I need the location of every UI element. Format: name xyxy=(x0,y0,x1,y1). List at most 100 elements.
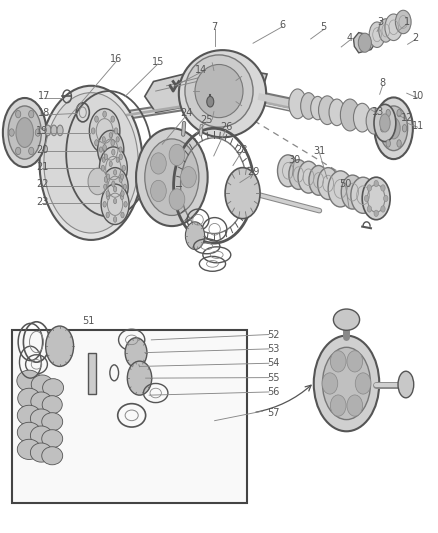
Ellipse shape xyxy=(119,176,123,182)
Ellipse shape xyxy=(120,194,124,199)
Ellipse shape xyxy=(15,147,21,155)
Ellipse shape xyxy=(42,395,62,414)
Text: 1: 1 xyxy=(404,17,410,27)
Ellipse shape xyxy=(103,201,106,207)
Text: 10: 10 xyxy=(412,91,424,101)
Ellipse shape xyxy=(99,147,102,152)
Ellipse shape xyxy=(112,149,115,155)
Ellipse shape xyxy=(30,409,52,428)
Text: 54: 54 xyxy=(267,358,280,368)
Ellipse shape xyxy=(88,168,107,195)
Ellipse shape xyxy=(195,64,243,118)
Ellipse shape xyxy=(113,187,117,192)
Ellipse shape xyxy=(106,212,110,218)
Ellipse shape xyxy=(104,176,108,182)
Ellipse shape xyxy=(353,103,371,132)
Ellipse shape xyxy=(380,114,390,132)
Ellipse shape xyxy=(328,171,353,207)
Ellipse shape xyxy=(51,125,57,136)
Ellipse shape xyxy=(17,405,41,425)
Ellipse shape xyxy=(46,326,74,367)
Ellipse shape xyxy=(111,116,115,122)
Ellipse shape xyxy=(124,201,127,207)
Ellipse shape xyxy=(106,191,110,197)
Ellipse shape xyxy=(330,395,346,416)
Text: 7: 7 xyxy=(212,22,218,33)
Ellipse shape xyxy=(380,106,408,151)
Text: 25: 25 xyxy=(201,115,213,125)
Ellipse shape xyxy=(289,89,306,119)
Ellipse shape xyxy=(95,116,99,122)
Ellipse shape xyxy=(300,93,316,119)
Ellipse shape xyxy=(397,140,401,147)
Text: 14: 14 xyxy=(195,65,208,75)
Text: 56: 56 xyxy=(267,387,280,397)
Ellipse shape xyxy=(44,93,138,233)
Text: 24: 24 xyxy=(180,108,192,118)
Ellipse shape xyxy=(309,165,328,195)
Ellipse shape xyxy=(322,348,371,419)
Ellipse shape xyxy=(367,185,371,191)
Text: 3: 3 xyxy=(378,17,384,27)
Ellipse shape xyxy=(95,140,99,146)
Ellipse shape xyxy=(114,128,118,134)
Ellipse shape xyxy=(385,14,403,41)
Ellipse shape xyxy=(386,109,390,117)
Ellipse shape xyxy=(179,50,266,138)
Text: 57: 57 xyxy=(267,408,280,418)
Ellipse shape xyxy=(121,212,124,218)
Text: 8: 8 xyxy=(380,78,386,88)
Ellipse shape xyxy=(369,22,385,47)
Ellipse shape xyxy=(289,160,308,189)
Text: 2: 2 xyxy=(412,33,419,43)
Ellipse shape xyxy=(384,195,388,201)
Ellipse shape xyxy=(396,10,411,34)
Ellipse shape xyxy=(109,133,112,138)
Ellipse shape xyxy=(3,98,46,167)
Ellipse shape xyxy=(374,98,413,159)
Text: 29: 29 xyxy=(247,167,259,177)
Ellipse shape xyxy=(109,161,112,167)
Text: 31: 31 xyxy=(313,146,325,156)
Ellipse shape xyxy=(45,125,51,136)
Ellipse shape xyxy=(318,167,339,199)
Ellipse shape xyxy=(119,147,122,152)
Ellipse shape xyxy=(15,110,21,118)
Ellipse shape xyxy=(298,161,319,193)
Ellipse shape xyxy=(381,125,385,132)
Bar xyxy=(12,330,247,503)
Ellipse shape xyxy=(314,336,379,431)
Ellipse shape xyxy=(381,185,385,191)
Ellipse shape xyxy=(98,131,124,168)
Text: 50: 50 xyxy=(339,179,352,189)
Ellipse shape xyxy=(207,96,214,107)
Ellipse shape xyxy=(311,96,325,120)
Ellipse shape xyxy=(169,189,185,210)
Text: 19: 19 xyxy=(36,126,48,136)
Ellipse shape xyxy=(99,147,127,189)
Ellipse shape xyxy=(347,351,363,372)
Ellipse shape xyxy=(35,129,40,136)
Text: 55: 55 xyxy=(267,373,280,383)
Text: 51: 51 xyxy=(82,316,94,326)
Bar xyxy=(88,353,96,394)
Ellipse shape xyxy=(17,439,41,459)
Ellipse shape xyxy=(104,154,108,160)
Ellipse shape xyxy=(106,194,110,199)
Ellipse shape xyxy=(397,109,401,117)
Ellipse shape xyxy=(42,430,63,448)
Ellipse shape xyxy=(145,139,199,215)
Ellipse shape xyxy=(355,373,371,394)
Ellipse shape xyxy=(151,153,166,174)
Ellipse shape xyxy=(379,19,393,42)
Ellipse shape xyxy=(122,165,126,171)
Polygon shape xyxy=(353,33,375,53)
Ellipse shape xyxy=(42,378,64,397)
Ellipse shape xyxy=(330,351,346,372)
Text: 52: 52 xyxy=(267,329,280,340)
Ellipse shape xyxy=(111,140,115,146)
Ellipse shape xyxy=(104,184,107,189)
Ellipse shape xyxy=(39,86,143,240)
Ellipse shape xyxy=(113,198,117,204)
Ellipse shape xyxy=(116,157,119,163)
